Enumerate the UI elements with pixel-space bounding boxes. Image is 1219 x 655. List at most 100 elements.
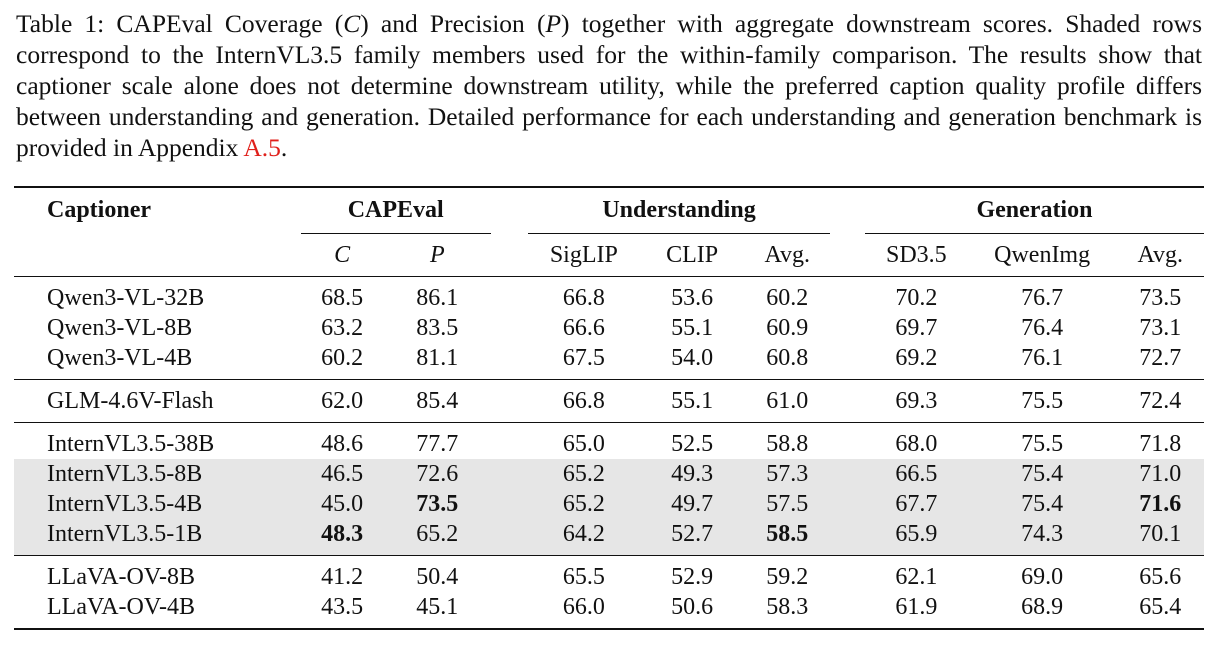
score-cell: 81.1 — [416, 344, 459, 371]
score-cell: 60.2 — [321, 344, 364, 371]
score-cell: 72.4 — [1139, 387, 1182, 414]
score-cell: 69.2 — [895, 344, 938, 371]
score-cell: 67.7 — [864, 489, 968, 519]
score-cell: 60.2 — [766, 284, 809, 311]
subheader-qwenimg: QwenImg — [967, 233, 1117, 277]
score-cell: 75.5 — [1021, 387, 1064, 414]
score-cell: 66.8 — [562, 387, 605, 414]
score-cell: 61.9 — [895, 593, 938, 620]
score-cell: 48.6 — [321, 430, 364, 457]
captioner-name: LLaVA-OV-4B — [47, 593, 195, 620]
captioner-name: Qwen3-VL-4B — [47, 344, 193, 371]
score-cell: 71.8 — [1139, 430, 1182, 457]
score-cell: 50.4 — [416, 563, 459, 590]
table-row: Qwen3-VL-32B 68.5 86.1 66.8 53.6 60.2 70.2 76.7… — [14, 277, 1204, 313]
table-row: InternVL3.5-4B 45.0 73.5 65.2 49.7 57.5 67.7 75… — [14, 489, 1204, 519]
table-row: GLM-4.6V-Flash 62.0 85.4 66.8 55.1 61.0 69.3 75… — [14, 380, 1204, 423]
captioner-name: GLM-4.6V-Flash — [47, 387, 214, 414]
captioner-name: InternVL3.5-38B — [47, 430, 215, 457]
caption-var-c: C — [343, 9, 361, 38]
score-cell: 55.1 — [671, 387, 714, 414]
score-cell: 85.4 — [416, 387, 459, 414]
score-cell: 53.6 — [671, 284, 714, 311]
score-cell: 65.4 — [1139, 593, 1182, 620]
score-cell: 65.2 — [528, 489, 640, 519]
captioner-name: Qwen3-VL-8B — [47, 314, 193, 341]
score-cell: 66.0 — [562, 593, 605, 620]
score-cell: 65.2 — [383, 519, 491, 556]
score-cell: 66.6 — [562, 314, 605, 341]
subheader-clip: CLIP — [639, 233, 745, 277]
subheader-gen-avg: Avg. — [1116, 233, 1204, 277]
table-row: LLaVA-OV-4B 43.5 45.1 66.0 50.6 58.3 61.9 68.9 6… — [14, 592, 1204, 628]
score-cell: 72.7 — [1139, 344, 1182, 371]
score-cell: 52.7 — [639, 519, 745, 556]
score-cell: 59.2 — [766, 563, 809, 590]
score-cell: 86.1 — [416, 284, 459, 311]
captioner-name: InternVL3.5-4B — [14, 489, 301, 519]
table-caption: Table 1: CAPEval Coverage (C) and Precis… — [16, 8, 1202, 163]
score-cell: 70.1 — [1116, 519, 1204, 556]
score-cell: 67.5 — [562, 344, 605, 371]
subheader-und-avg: Avg. — [744, 233, 830, 277]
header-understanding: Understanding — [602, 197, 756, 223]
score-cell: 71.0 — [1116, 459, 1204, 489]
score-cell: 41.2 — [321, 563, 364, 590]
score-cell: 76.7 — [1021, 284, 1064, 311]
score-cell: 75.4 — [967, 459, 1117, 489]
score-cell: 68.5 — [321, 284, 364, 311]
caption-var-p: P — [545, 9, 562, 38]
score-cell: 65.6 — [1139, 563, 1182, 590]
caption-text-2: ) and Precision ( — [360, 9, 546, 38]
score-cell: 50.6 — [671, 593, 714, 620]
score-cell: 45.1 — [416, 593, 459, 620]
caption-text-3: ) together with aggregate downstream sco… — [16, 9, 1202, 162]
score-cell: 65.9 — [864, 519, 968, 556]
subheader-p: P — [383, 233, 491, 277]
score-cell: 49.3 — [639, 459, 745, 489]
score-cell: 69.3 — [895, 387, 938, 414]
subheader-c: C — [300, 233, 384, 277]
score-cell: 63.2 — [321, 314, 364, 341]
table-row: Qwen3-VL-8B 63.2 83.5 66.6 55.1 60.9 69.7 76.4 7… — [14, 313, 1204, 343]
score-cell: 77.7 — [416, 430, 459, 457]
score-cell: 58.8 — [766, 430, 809, 457]
score-cell: 57.5 — [744, 489, 830, 519]
score-cell: 48.3 — [300, 519, 384, 556]
score-cell: 76.4 — [1021, 314, 1064, 341]
captioner-name: LLaVA-OV-8B — [47, 563, 195, 590]
score-cell: 49.7 — [639, 489, 745, 519]
table-row: InternVL3.5-38B 48.6 77.7 65.0 52.5 58.8 68.0 7… — [14, 423, 1204, 459]
score-cell: 65.5 — [562, 563, 605, 590]
score-cell: 55.1 — [671, 314, 714, 341]
score-cell: 65.0 — [562, 430, 605, 457]
score-cell: 75.5 — [1021, 430, 1064, 457]
score-cell: 61.0 — [766, 387, 809, 414]
score-cell: 70.2 — [895, 284, 938, 311]
score-cell: 60.9 — [766, 314, 809, 341]
score-cell: 46.5 — [300, 459, 384, 489]
captioner-name: InternVL3.5-8B — [14, 459, 301, 489]
score-cell: 66.5 — [864, 459, 968, 489]
score-cell: 74.3 — [967, 519, 1117, 556]
subheader-sd35: SD3.5 — [864, 233, 968, 277]
score-cell: 75.4 — [967, 489, 1117, 519]
score-cell: 54.0 — [671, 344, 714, 371]
caption-text-1: Table 1: CAPEval Coverage ( — [16, 9, 344, 38]
header-captioner: Captioner — [47, 197, 151, 224]
score-cell: 60.8 — [766, 344, 809, 371]
score-cell: 52.5 — [671, 430, 714, 457]
score-cell: 69.0 — [1021, 563, 1064, 590]
header-capeval: CAPEval — [347, 197, 444, 223]
score-cell: 58.5 — [744, 519, 830, 556]
score-cell: 52.9 — [671, 563, 714, 590]
score-cell: 68.0 — [895, 430, 938, 457]
table-row: Qwen3-VL-4B 60.2 81.1 67.5 54.0 60.8 69.2 76.1 7… — [14, 343, 1204, 380]
subheader-siglip: SigLIP — [528, 233, 640, 277]
score-cell: 43.5 — [321, 593, 364, 620]
score-cell: 64.2 — [528, 519, 640, 556]
score-cell: 73.5 — [1139, 284, 1182, 311]
table-row: LLaVA-OV-8B 41.2 50.4 65.5 52.9 59.2 62.1 69.0 6… — [14, 556, 1204, 592]
appendix-link[interactable]: A.5 — [243, 133, 281, 162]
